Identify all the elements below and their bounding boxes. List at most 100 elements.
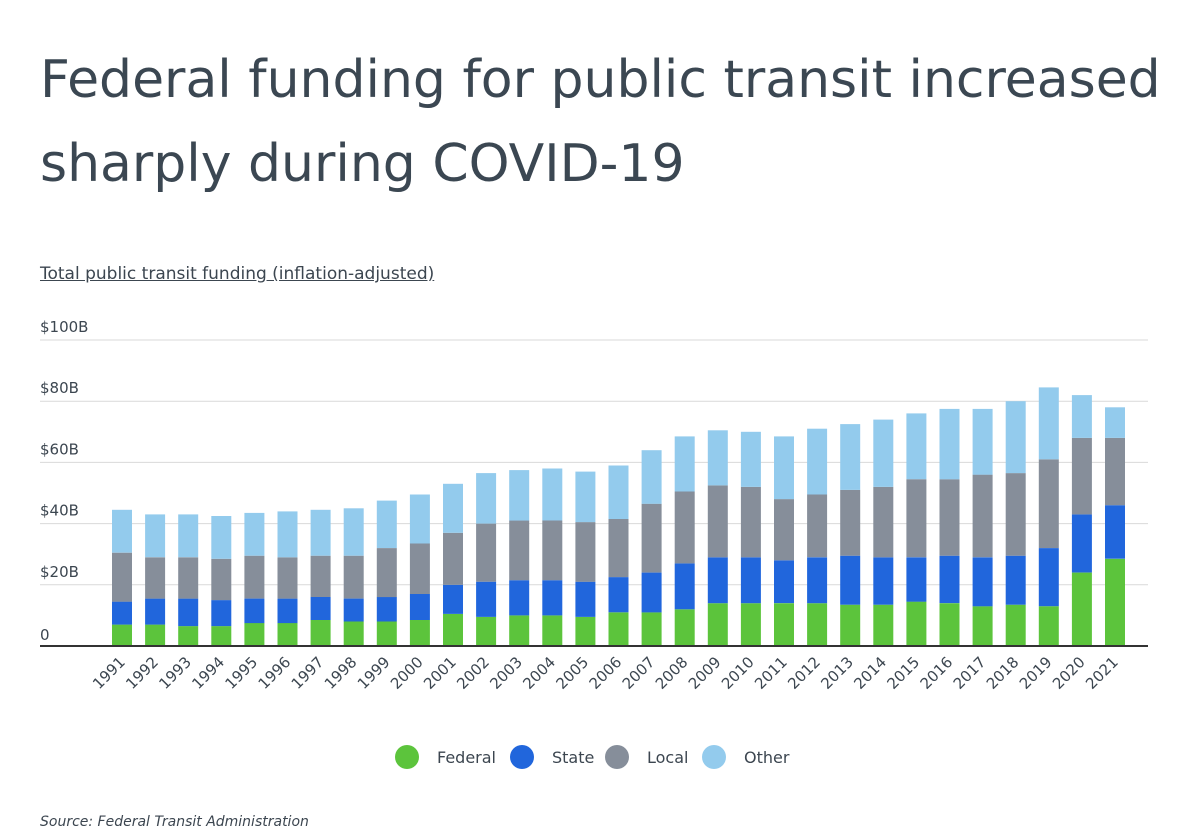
legend-swatch-federal xyxy=(395,745,419,769)
bar-state-1995 xyxy=(244,598,265,624)
bar-federal-1998 xyxy=(343,621,364,646)
bar-federal-2014 xyxy=(873,604,894,646)
bar-other-2019 xyxy=(1038,387,1059,460)
bar-federal-2006 xyxy=(608,612,629,646)
x-tick-label: 1992 xyxy=(122,653,162,693)
bar-local-2018 xyxy=(1005,473,1026,556)
legend-item-other: Other xyxy=(702,745,790,769)
bar-federal-1992 xyxy=(145,624,166,646)
bar-local-2013 xyxy=(840,489,861,556)
bar-other-2011 xyxy=(774,436,794,500)
bar-local-1999 xyxy=(376,548,397,598)
bar-federal-1993 xyxy=(178,626,199,646)
legend-label-local: Local xyxy=(647,748,688,767)
x-tick-label: 2021 xyxy=(1082,653,1122,693)
x-tick-label: 2001 xyxy=(420,653,460,693)
bar-state-2011 xyxy=(774,560,794,604)
bar-state-1993 xyxy=(178,598,199,627)
bar-other-2004 xyxy=(542,468,563,521)
bar-state-2020 xyxy=(1071,514,1092,573)
chart-title: Federal funding for public transit incre… xyxy=(40,50,1161,194)
x-tick-label: 2004 xyxy=(519,653,559,693)
bar-other-2014 xyxy=(873,419,894,487)
bar-state-2001 xyxy=(443,584,463,614)
bar-other-2005 xyxy=(575,471,596,523)
bar-other-2015 xyxy=(906,413,927,480)
x-tick-label: 2020 xyxy=(1049,653,1089,693)
bar-federal-2004 xyxy=(542,615,563,646)
bar-state-2003 xyxy=(509,580,530,616)
bar-federal-2003 xyxy=(509,615,530,646)
bar-other-2001 xyxy=(443,483,463,533)
legend-swatch-state xyxy=(510,745,534,769)
y-tick-label: 0 xyxy=(40,626,50,644)
x-tick-label: 2000 xyxy=(387,653,427,693)
bar-other-2016 xyxy=(939,408,960,480)
y-tick-label: $80B xyxy=(40,379,79,397)
bar-federal-2017 xyxy=(972,606,993,646)
bar-local-2011 xyxy=(774,499,794,561)
bar-local-2017 xyxy=(972,474,993,558)
bar-federal-2008 xyxy=(674,609,695,646)
bar-local-1996 xyxy=(277,557,298,599)
bar-state-2018 xyxy=(1005,555,1026,605)
x-tick-label: 1991 xyxy=(89,653,129,693)
bar-federal-1999 xyxy=(376,621,397,646)
legend-item-state: State xyxy=(510,745,594,769)
bar-other-2006 xyxy=(608,465,629,519)
bar-other-1999 xyxy=(376,500,397,548)
bar-state-1991 xyxy=(112,601,132,625)
bar-state-2012 xyxy=(807,557,828,604)
bar-federal-2013 xyxy=(840,604,861,646)
x-tick-label: 1995 xyxy=(221,653,261,693)
bar-federal-1991 xyxy=(112,624,132,646)
stacked-bar-chart: 0$20B$40B$60B$80B$100B 19911992199319941… xyxy=(40,318,1148,769)
bar-federal-2000 xyxy=(409,620,430,646)
x-tick-label: 2009 xyxy=(685,653,725,693)
bar-local-1998 xyxy=(343,555,364,599)
bar-federal-2015 xyxy=(906,601,927,646)
bar-state-2019 xyxy=(1038,548,1059,607)
bar-state-2008 xyxy=(674,563,695,610)
bar-local-2001 xyxy=(443,532,463,585)
bar-state-1992 xyxy=(145,598,166,625)
bar-local-2004 xyxy=(542,520,563,581)
bar-state-2010 xyxy=(740,557,761,604)
bar-other-1997 xyxy=(310,509,331,556)
x-tick-label: 2017 xyxy=(950,653,990,693)
bar-other-1996 xyxy=(277,511,298,558)
bar-state-2016 xyxy=(939,555,960,604)
bar-state-1996 xyxy=(277,598,298,624)
bar-other-2017 xyxy=(972,408,993,475)
y-tick-label: $100B xyxy=(40,318,88,336)
x-tick-label: 2003 xyxy=(486,653,526,693)
y-tick-label: $60B xyxy=(40,440,79,458)
bar-local-2012 xyxy=(807,494,828,558)
y-axis-ticks: 0 $20B $40B $60B $80B $100B xyxy=(40,318,88,644)
bar-federal-2005 xyxy=(575,616,596,646)
bar-federal-1996 xyxy=(277,623,298,646)
bar-federal-2019 xyxy=(1038,606,1059,646)
bar-state-2015 xyxy=(906,557,927,602)
bar-state-1997 xyxy=(310,597,331,620)
bar-federal-2002 xyxy=(476,616,497,646)
y-tick-label: $40B xyxy=(40,502,79,520)
chart-subtitle: Total public transit funding (inflation-… xyxy=(40,264,435,284)
legend-swatch-other xyxy=(702,745,726,769)
bar-local-2007 xyxy=(641,503,662,573)
bar-state-2004 xyxy=(542,580,563,616)
source-note: Source: Federal Transit Administration xyxy=(40,814,309,830)
bar-local-2016 xyxy=(939,479,960,556)
bar-federal-2018 xyxy=(1005,604,1026,646)
x-axis-ticks: 1991199219931994199519961997199819992000… xyxy=(89,653,1122,693)
legend-label-federal: Federal xyxy=(437,748,496,767)
bar-state-2021 xyxy=(1105,505,1125,559)
bar-federal-2020 xyxy=(1071,572,1092,646)
bar-other-1994 xyxy=(211,516,232,559)
x-tick-label: 2015 xyxy=(883,653,923,693)
bar-state-2013 xyxy=(840,555,861,605)
x-tick-label: 1997 xyxy=(288,653,328,693)
bar-federal-2001 xyxy=(443,613,463,646)
legend-label-other: Other xyxy=(744,748,790,767)
bar-other-2009 xyxy=(707,430,728,486)
